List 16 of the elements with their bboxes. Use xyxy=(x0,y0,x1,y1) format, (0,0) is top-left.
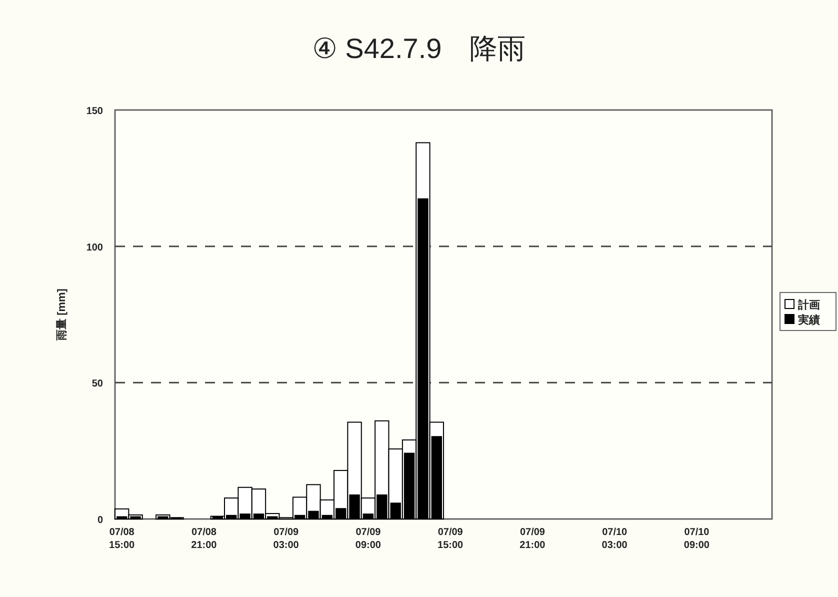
legend-label: 計画 xyxy=(797,298,820,312)
x-tick-label: 07/09 03:00 xyxy=(273,527,300,551)
x-tick-label: 07/09 21:00 xyxy=(520,527,546,551)
x-tick-label: 07/10 03:00 xyxy=(602,527,628,551)
y-axis-title: 雨量 [mm] xyxy=(56,288,68,342)
y-tick-label: 50 xyxy=(92,378,104,390)
legend-label: 実績 xyxy=(797,314,820,326)
y-tick-label: 0 xyxy=(97,515,104,526)
y-tick-label: 150 xyxy=(86,106,104,117)
x-tick-label: 07/08 21:00 xyxy=(191,527,218,551)
y-tick-label: 100 xyxy=(86,242,104,254)
chart-title: ④ S42.7.9 降雨 xyxy=(312,33,526,64)
x-tick-label: 07/10 09:00 xyxy=(684,527,710,551)
x-tick-label: 07/09 09:00 xyxy=(355,527,382,551)
x-tick-label: 07/09 15:00 xyxy=(438,527,464,551)
x-tick-label: 07/08 15:00 xyxy=(109,527,136,551)
